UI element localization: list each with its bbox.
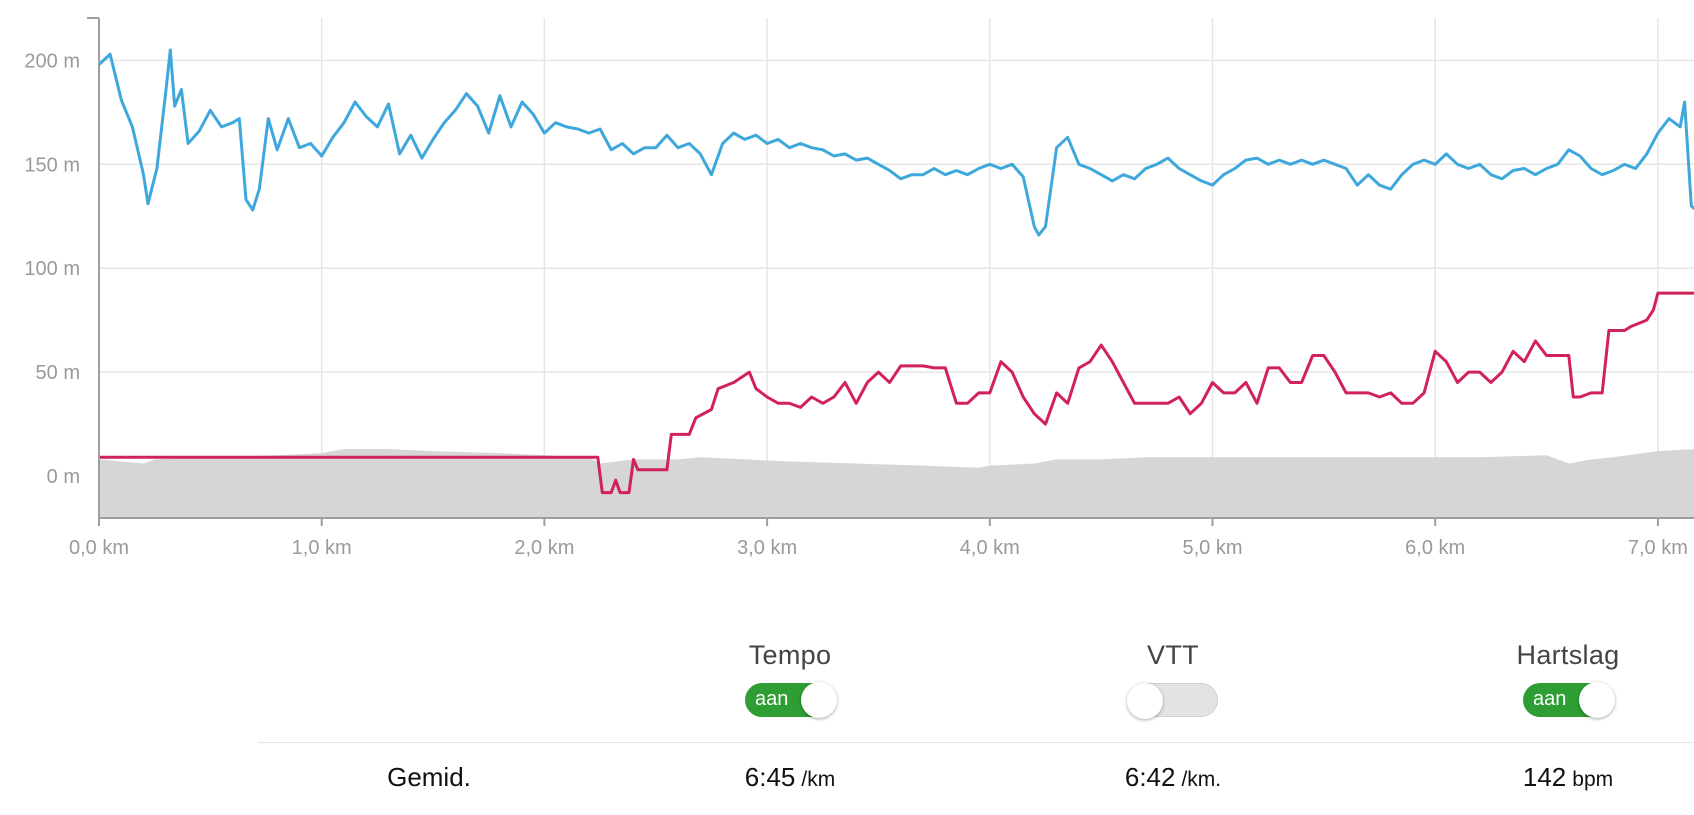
summary-divider bbox=[258, 742, 1694, 743]
tempo-label: Tempo bbox=[748, 640, 832, 670]
heart-rate-line bbox=[99, 291, 1694, 495]
y-tick-label: 0 m bbox=[47, 466, 80, 488]
average-vtt-value: 6:42 bbox=[1124, 762, 1176, 792]
toggle-knob bbox=[1127, 683, 1163, 719]
x-tick-label: 3,0 km bbox=[737, 537, 797, 559]
x-tick-labels: 0,0 km 1,0 km 2,0 km 3,0 km 4,0 km 5,0 km 6,0 … bbox=[69, 537, 1688, 559]
average-label: Gemid. bbox=[387, 762, 471, 792]
x-tick-label: 0,0 km bbox=[69, 537, 129, 559]
average-hartslag-value: 142 bbox=[1522, 762, 1567, 792]
hartslag-toggle-state: aan bbox=[1533, 688, 1567, 710]
elevation-area-layer bbox=[99, 449, 1694, 518]
activity-chart: 0 m 50 m 100 m 150 m 200 m 0,0 km 1,0 km 2,0 k… bbox=[24, 17, 1694, 559]
average-tempo: 6:45/km bbox=[745, 762, 835, 793]
y-tick-label: 100 m bbox=[24, 258, 80, 280]
tempo-toggle-state: aan bbox=[755, 688, 789, 710]
series-lines-layer bbox=[97, 48, 1694, 495]
averages-row: Gemid. 6:45/km 6:42/km. 142 bpm bbox=[0, 762, 1694, 812]
x-tick-label: 4,0 km bbox=[960, 537, 1020, 559]
tempo-line bbox=[97, 48, 1694, 237]
x-tick-label: 7,0 km bbox=[1628, 537, 1688, 559]
chart-grid bbox=[99, 18, 1694, 518]
elevation-area bbox=[99, 449, 1694, 518]
chart-axes bbox=[87, 17, 1694, 526]
tempo-control: Tempo aan bbox=[680, 640, 900, 718]
y-tick-label: 50 m bbox=[36, 362, 80, 384]
average-hartslag-unit: bpm bbox=[1572, 768, 1614, 791]
vtt-control: VTT bbox=[1063, 640, 1283, 719]
x-tick-label: 1,0 km bbox=[292, 537, 352, 559]
chart-toggles: Tempo aan VTT Hartslag aan bbox=[0, 640, 1694, 740]
x-tick-label: 6,0 km bbox=[1405, 537, 1465, 559]
y-tick-label: 150 m bbox=[24, 154, 80, 176]
tempo-toggle[interactable]: aan bbox=[745, 682, 837, 718]
vtt-toggle[interactable] bbox=[1127, 683, 1218, 719]
y-tick-labels: 0 m 50 m 100 m 150 m 200 m bbox=[24, 50, 80, 488]
y-tick-label: 200 m bbox=[24, 50, 80, 72]
toggle-knob bbox=[801, 682, 837, 718]
vtt-label: VTT bbox=[1147, 640, 1199, 670]
average-tempo-value: 6:45 bbox=[744, 762, 796, 792]
x-tick-label: 5,0 km bbox=[1182, 537, 1242, 559]
hartslag-control: Hartslag aan bbox=[1458, 640, 1678, 718]
hartslag-label: Hartslag bbox=[1516, 640, 1620, 670]
average-vtt-unit: /km. bbox=[1181, 768, 1222, 791]
average-hartslag: 142 bpm bbox=[1523, 762, 1613, 793]
toggle-knob bbox=[1579, 682, 1615, 718]
average-vtt: 6:42/km. bbox=[1125, 762, 1221, 793]
hartslag-toggle[interactable]: aan bbox=[1523, 682, 1615, 718]
average-tempo-unit: /km bbox=[801, 768, 836, 791]
x-tick-label: 2,0 km bbox=[514, 537, 574, 559]
